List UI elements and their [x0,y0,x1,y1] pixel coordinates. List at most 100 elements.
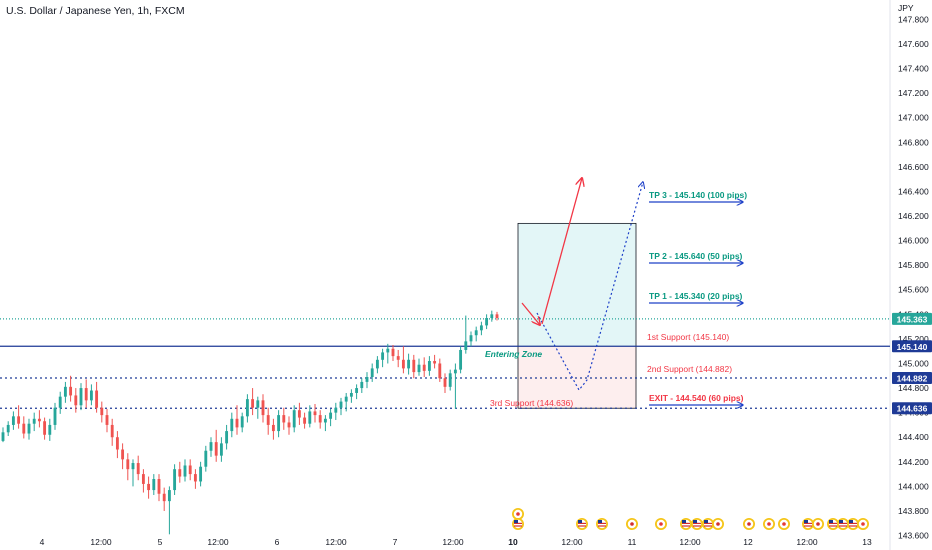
candle-body [84,388,88,401]
flag-canton [578,520,582,523]
x-tick-label: 12:00 [561,537,583,547]
candle-body [100,407,104,416]
y-tick-label: 145.000 [898,358,929,368]
us-flag-icon [847,518,859,530]
flag-stripe [704,525,712,527]
candle-body [11,416,15,425]
candle-body [261,400,265,416]
flag-stripe [829,525,837,527]
candle-body [266,415,270,425]
candle-body [329,412,333,419]
currency-label: JPY [898,3,914,13]
candle-body [365,377,369,382]
marker-dot [767,522,771,526]
annotation-tp2: TP 2 - 145.640 (50 pips) [649,251,743,261]
candle-body [136,463,140,475]
marker-dot [516,512,520,516]
flag-canton [682,520,686,523]
y-tick-label: 145.600 [898,285,929,295]
candle-body [230,418,234,432]
jp-flag-icon [743,518,755,530]
y-tick-label: 146.200 [898,211,929,221]
candle-body [115,437,119,450]
y-tick-label: 144.200 [898,457,929,467]
candle-body [422,364,426,371]
x-tick-label: 6 [275,537,280,547]
candle-body [474,330,478,336]
flag-stripe [514,522,522,524]
candle-body [121,449,125,460]
us-flag-icon [691,518,703,530]
candle-body [433,361,437,364]
candle-body [401,359,405,369]
marker-dot [782,522,786,526]
candle-body [193,474,197,482]
flag-stripe [514,525,522,527]
candle-body [37,418,41,422]
candle-body [58,396,62,408]
x-tick-label: 12:00 [90,537,112,547]
y-tick-label: 146.600 [898,162,929,172]
x-tick-label: 4 [40,537,45,547]
candle-body [282,415,286,423]
candle-body [313,411,317,416]
annotation-tp1: TP 1 - 145.340 (20 pips) [649,291,743,301]
candle-body [334,407,338,413]
candle-body [412,359,416,373]
y-tick-label: 147.800 [898,14,929,24]
x-tick-label: 10 [508,537,518,547]
candle-body [479,325,483,331]
level-tag-text-support_2: 144.882 [897,373,928,383]
candle-body [17,416,21,424]
annotation-exit: EXIT - 144.540 (60 pips) [649,393,744,403]
x-tick-label: 12:00 [679,537,701,547]
y-tick-label: 144.000 [898,481,929,491]
candle-body [438,363,442,379]
annotation-tp3: TP 3 - 145.140 (100 pips) [649,190,747,200]
candle-body [287,422,291,428]
candle-body [303,417,307,424]
x-tick-label: 12 [743,537,753,547]
us-flag-icon [837,518,849,530]
marker-dot [861,522,865,526]
candle-body [381,352,385,360]
candle-body [110,424,114,438]
candle-body [355,388,359,393]
candle-body [349,392,353,397]
y-tick-label: 147.000 [898,113,929,123]
candle-body [459,349,463,370]
x-tick-label: 11 [628,537,637,547]
candle-body [126,459,130,470]
flag-stripe [839,525,847,527]
flag-canton [849,520,853,523]
candle-body [69,386,73,396]
flag-stripe [804,525,812,527]
candle-body [1,432,5,441]
x-tick-label: 12:00 [796,537,818,547]
y-tick-label: 145.200 [898,334,929,344]
candle-body [105,415,109,425]
annotation-support1: 1st Support (145.140) [647,332,729,342]
jp-flag-icon [712,518,724,530]
candle-body [131,463,135,470]
candle-body [464,341,468,350]
annotation-support3: 3rd Support (144.636) [490,398,573,408]
candle-body [297,410,301,418]
level-tag-text-support_3: 144.636 [897,404,928,414]
flag-stripe [839,522,847,524]
y-tick-label: 144.400 [898,432,929,442]
flag-sun [630,522,634,526]
flag-canton [704,520,708,523]
candle-body [178,469,182,477]
event-marker-icon [778,518,790,530]
y-tick-label: 145.800 [898,260,929,270]
candle-body [79,388,83,406]
candle-body [396,356,400,360]
candle-body [277,415,281,432]
candle-body [6,424,10,433]
y-tick-label: 144.800 [898,383,929,393]
candle-body [448,373,452,387]
candle-body [147,483,151,491]
candle-body [183,465,187,477]
